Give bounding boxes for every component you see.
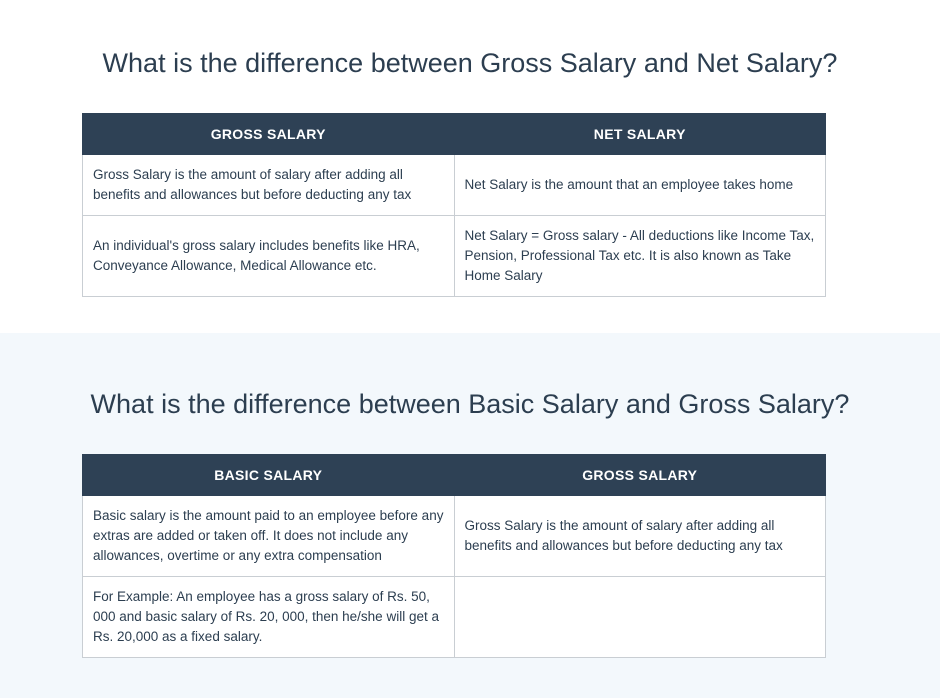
table-cell: Gross Salary is the amount of salary aft… [82, 154, 455, 216]
table-cell: Net Salary = Gross salary - All deductio… [453, 215, 826, 297]
comparison-table: GROSS SALARY NET SALARY Gross Salary is … [82, 113, 826, 297]
comparison-table: BASIC SALARY GROSS SALARY Basic salary i… [82, 454, 827, 658]
table-row: An individual's gross salary includes be… [82, 215, 826, 297]
column-header-basic-salary: BASIC SALARY [82, 454, 455, 496]
table-row: Basic salary is the amount paid to an em… [82, 495, 827, 577]
table-cell: For Example: An employee has a gross sal… [82, 576, 455, 658]
column-header-gross-salary: GROSS SALARY [453, 454, 827, 496]
column-header-gross-salary: GROSS SALARY [82, 113, 455, 155]
table-cell [453, 576, 827, 658]
basic-vs-gross-section: What is the difference between Basic Sal… [0, 333, 940, 698]
column-header-net-salary: NET SALARY [453, 113, 826, 155]
section-title: What is the difference between Basic Sal… [90, 389, 850, 419]
table-cell: Gross Salary is the amount of salary aft… [453, 495, 827, 577]
table-row: For Example: An employee has a gross sal… [82, 576, 827, 658]
table-cell: Net Salary is the amount that an employe… [453, 154, 826, 216]
table-header-row: GROSS SALARY NET SALARY [82, 113, 826, 155]
table-row: Gross Salary is the amount of salary aft… [82, 154, 826, 216]
gross-vs-net-section: What is the difference between Gross Sal… [0, 0, 940, 333]
section-title: What is the difference between Gross Sal… [102, 48, 838, 78]
table-cell: An individual's gross salary includes be… [82, 215, 455, 297]
table-header-row: BASIC SALARY GROSS SALARY [82, 454, 827, 496]
table-cell: Basic salary is the amount paid to an em… [82, 495, 455, 577]
